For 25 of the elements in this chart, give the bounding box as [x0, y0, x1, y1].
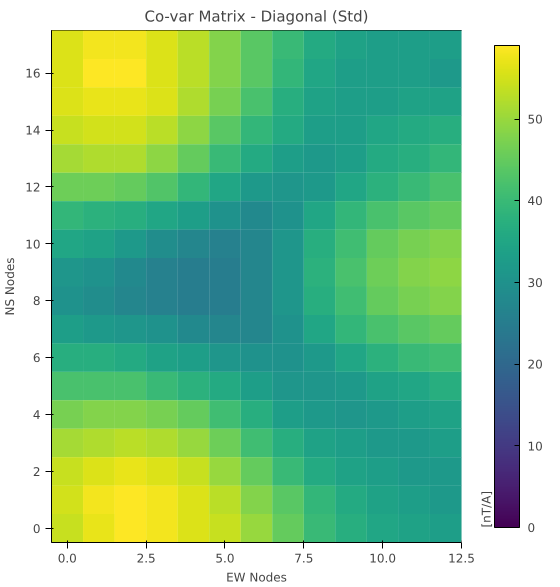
color-bar-label: 20 — [528, 358, 543, 372]
x-tick-label: 0.0 — [58, 552, 77, 566]
x-tick-label: 7.5 — [294, 552, 314, 566]
color-bar-label: 50 — [528, 112, 543, 127]
x-tick-label: 2.5 — [136, 552, 156, 566]
color-bar-title: [nT/A] — [480, 490, 494, 528]
y-tick-label: 6 — [32, 351, 41, 366]
color-bar-label: 0 — [528, 521, 536, 535]
x-tick-label: 12.5 — [448, 552, 475, 566]
y-tick-label: 0 — [32, 522, 41, 536]
y-tick-label: 12 — [25, 180, 41, 194]
color-bar-label: 40 — [528, 194, 543, 208]
y-tick-label: 4 — [32, 408, 41, 422]
y-tick-label: 16 — [25, 66, 41, 81]
color-bar-label: 10 — [528, 439, 543, 454]
y-axis-title: NS Nodes — [3, 258, 18, 316]
chart-title: Co-var Matrix - Diagonal (Std) — [144, 8, 369, 26]
color-bar-label: 30 — [528, 276, 543, 290]
y-tick-label: 8 — [32, 294, 41, 308]
x-tick-label: 5.0 — [215, 552, 235, 566]
y-tick-label: 14 — [25, 124, 41, 138]
y-tick-label: 2 — [32, 464, 41, 479]
x-tick-label: 10.0 — [369, 552, 396, 566]
x-axis-title: EW Nodes — [226, 570, 287, 584]
y-tick-label: 10 — [25, 237, 41, 252]
